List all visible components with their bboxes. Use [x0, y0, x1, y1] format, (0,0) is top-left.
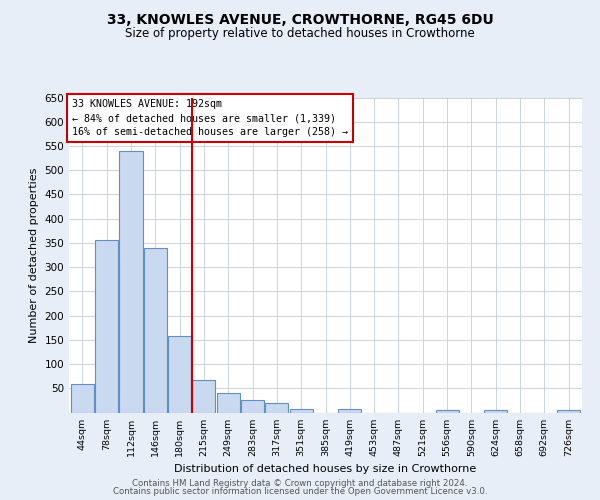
Bar — [290, 408, 313, 412]
Text: 33, KNOWLES AVENUE, CROWTHORNE, RG45 6DU: 33, KNOWLES AVENUE, CROWTHORNE, RG45 6DU — [107, 12, 493, 26]
Bar — [241, 400, 264, 412]
Y-axis label: Number of detached properties: Number of detached properties — [29, 168, 39, 342]
Text: 33 KNOWLES AVENUE: 192sqm
← 84% of detached houses are smaller (1,339)
16% of se: 33 KNOWLES AVENUE: 192sqm ← 84% of detac… — [71, 99, 347, 137]
X-axis label: Distribution of detached houses by size in Crowthorne: Distribution of detached houses by size … — [175, 464, 476, 474]
Bar — [71, 384, 94, 412]
Bar — [144, 248, 167, 412]
Text: Size of property relative to detached houses in Crowthorne: Size of property relative to detached ho… — [125, 28, 475, 40]
Bar — [265, 403, 289, 412]
Text: Contains public sector information licensed under the Open Government Licence v3: Contains public sector information licen… — [113, 487, 487, 496]
Text: Contains HM Land Registry data © Crown copyright and database right 2024.: Contains HM Land Registry data © Crown c… — [132, 478, 468, 488]
Bar — [217, 393, 240, 412]
Bar — [557, 410, 580, 412]
Bar — [168, 336, 191, 412]
Bar — [338, 408, 361, 412]
Bar — [193, 380, 215, 412]
Bar — [95, 240, 118, 412]
Bar — [484, 410, 507, 412]
Bar — [119, 151, 143, 412]
Bar — [436, 410, 458, 412]
